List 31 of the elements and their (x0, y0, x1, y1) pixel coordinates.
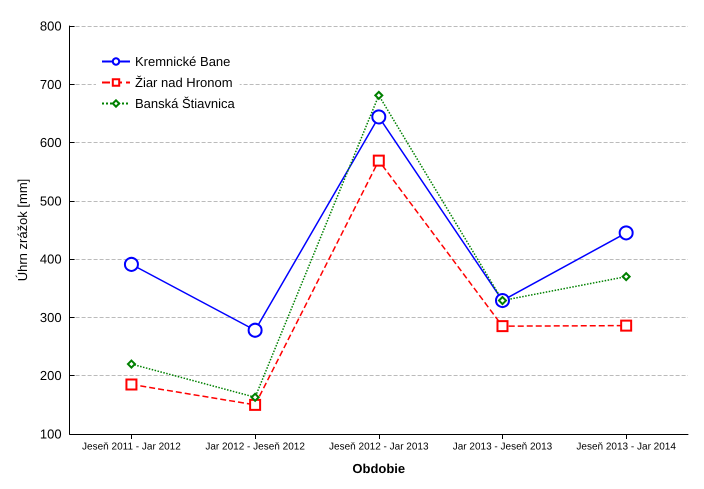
point (372, 154, 385, 167)
point (374, 90, 384, 100)
y-tick-label: 100 (40, 426, 62, 442)
point (618, 225, 634, 240)
x-tick-label: Jar 2013 - Jeseň 2013 (452, 442, 553, 452)
legend-label: Žiar nad Hronom (135, 75, 233, 90)
x-tick-label: Jeseň 2013 - Jar 2014 (576, 442, 676, 452)
point (622, 272, 631, 282)
y-tick-label: 400 (40, 252, 62, 267)
y-tick-label: 200 (40, 368, 62, 384)
y-tick-label: 600 (40, 135, 62, 150)
point (124, 256, 139, 272)
point (126, 360, 136, 369)
point (250, 392, 260, 402)
legend-label: Kremnické Bane (135, 54, 230, 69)
point (249, 398, 262, 411)
y-tick-label: 500 (40, 193, 62, 208)
x-tick-label: Jar 2012 - Jeseň 2012 (205, 442, 306, 452)
x-axis-title: Obdobie (352, 461, 406, 476)
point (248, 322, 263, 338)
legend-label: Banská Štiavnica (135, 96, 236, 111)
point (620, 320, 632, 332)
x-tick-label: Jeseň 2011 - Jar 2012 (82, 442, 182, 452)
y-axis-title: Úhrn zrážok [mm] (15, 178, 30, 282)
y-tick-label: 300 (40, 310, 62, 325)
x-tick-label: Jeseň 2012 - Jar 2013 (329, 442, 429, 452)
y-tick-label: 800 (40, 18, 62, 34)
point (496, 320, 508, 332)
point (371, 109, 386, 124)
y-tick-label: 700 (40, 76, 62, 92)
point (125, 378, 138, 390)
